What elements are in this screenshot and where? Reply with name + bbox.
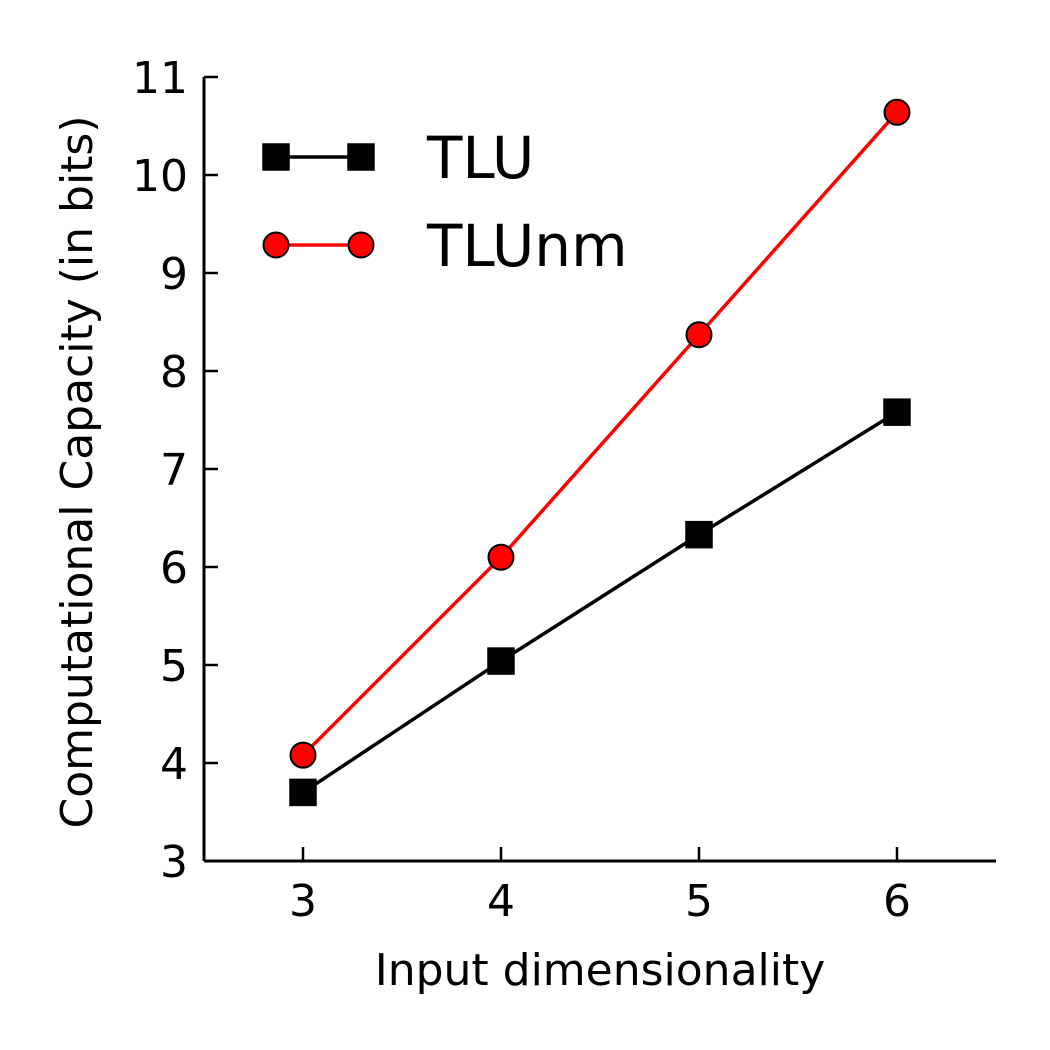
legend-marker (347, 143, 375, 171)
y-tick-label: 5 (160, 641, 188, 692)
data-point (685, 321, 713, 349)
y-tick-label: 7 (160, 445, 188, 496)
x-tick-label: 4 (487, 876, 515, 927)
x-tick-label: 5 (685, 876, 713, 927)
legend-item-tlu: TLU (262, 124, 534, 192)
y-tick-label: 11 (132, 53, 188, 104)
legend-marker (262, 143, 290, 171)
legend-label: TLU (426, 124, 534, 192)
data-point (883, 98, 911, 126)
legend: TLU TLUnm (262, 124, 628, 280)
series-line (302, 410, 898, 794)
series-layer (289, 98, 911, 807)
data-point (685, 520, 713, 549)
data-point (883, 398, 911, 426)
series-line (301, 111, 899, 757)
y-tick-label: 9 (160, 249, 188, 300)
y-axis-title: Computational Capacity (in bits) (52, 115, 103, 828)
legend-marker (347, 231, 375, 259)
y-tick-label: 6 (160, 543, 188, 594)
x-tick-label: 6 (883, 876, 911, 927)
y-tick-label: 10 (132, 151, 188, 202)
x-axis-title: Input dimensionality (375, 945, 826, 996)
axes: 3 4 5 6 3 4 5 6 7 8 9 10 11 (132, 53, 996, 927)
series-tlu (289, 398, 911, 807)
y-tick-label: 3 (160, 837, 188, 888)
y-tick-label: 8 (160, 347, 188, 398)
data-point (487, 543, 515, 571)
y-ticks: 3 4 5 6 7 8 9 10 11 (132, 53, 218, 888)
x-tick-label: 3 (289, 876, 317, 927)
data-point (487, 647, 515, 675)
data-point (289, 778, 317, 807)
legend-marker (262, 231, 290, 259)
series-tlunm (289, 98, 911, 769)
y-tick-label: 4 (160, 739, 188, 790)
legend-item-tlunm: TLUnm (262, 212, 628, 280)
legend-label: TLUnm (426, 212, 628, 280)
data-point (289, 741, 317, 769)
x-ticks: 3 4 5 6 (289, 847, 911, 927)
